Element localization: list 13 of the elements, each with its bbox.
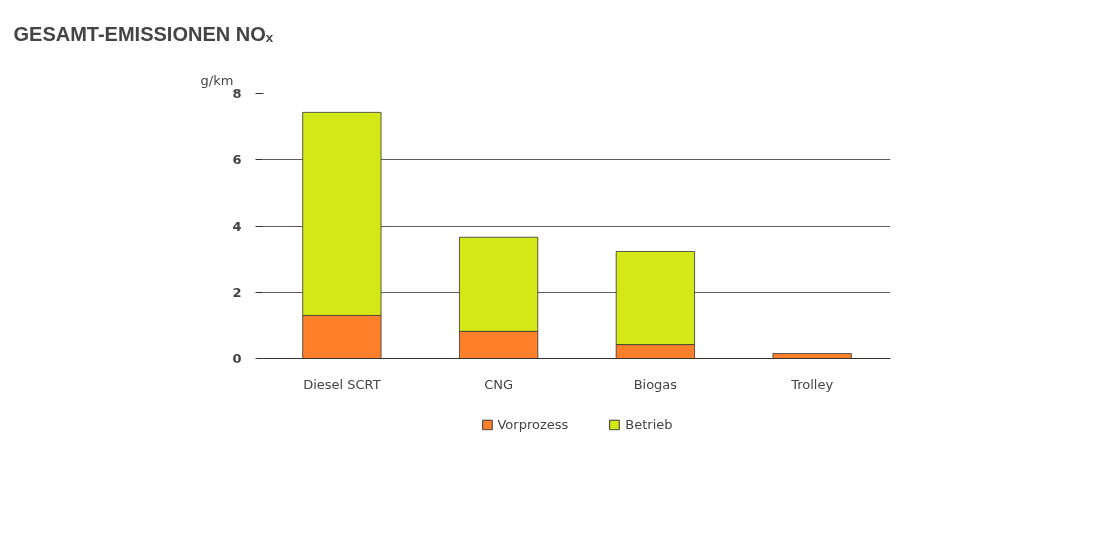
y-axis-title: g/km [200, 72, 234, 88]
y-tick-label: 4 [232, 218, 242, 234]
y-tick-label: 8 [232, 86, 242, 101]
chart-title: GESAMT-EMISSIONEN NOₓ [13, 22, 274, 45]
legend-label: Betrieb [625, 416, 673, 432]
x-tick-label: Diesel SCRT [303, 376, 381, 392]
x-tick-label: Trolley [790, 376, 834, 392]
x-tick-label: Biogas [633, 376, 678, 392]
y-tick-label: 6 [232, 152, 242, 168]
legend-label: Vorprozess [497, 416, 569, 432]
x-tick-label: CNG [484, 376, 514, 392]
y-tick-label: 0 [232, 351, 242, 366]
y-tick-label: 2 [232, 284, 242, 300]
